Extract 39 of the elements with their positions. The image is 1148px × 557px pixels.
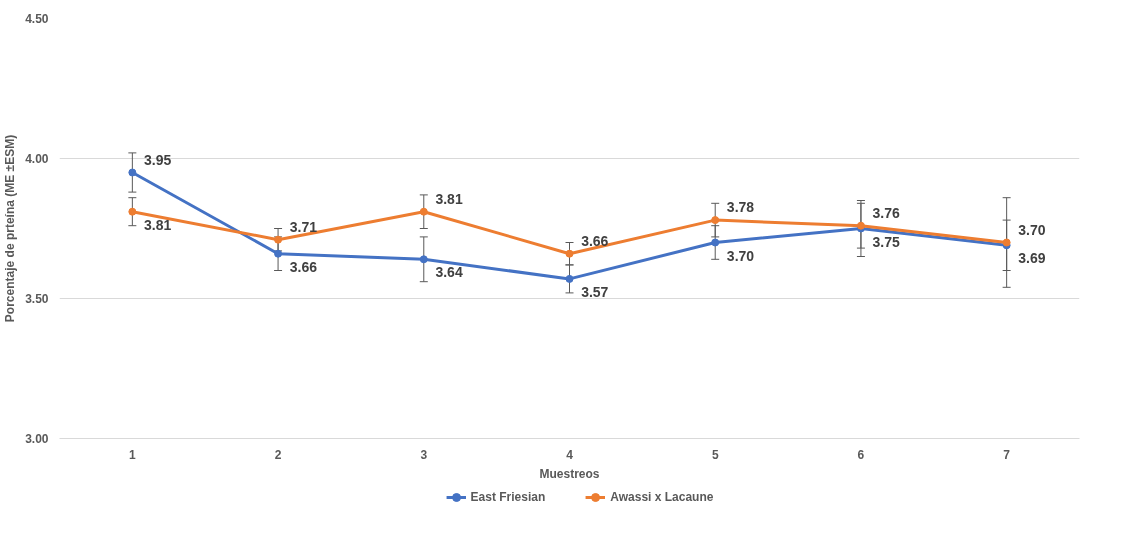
legend-label: East Friesian (470, 490, 546, 504)
point (128, 207, 137, 216)
data-label: 3.81 (435, 190, 463, 207)
data-label: 3.64 (435, 264, 463, 281)
x-tick-label: 5 (711, 447, 719, 462)
x-tick-label: 2 (274, 447, 282, 462)
data-label: 3.66 (289, 258, 318, 275)
data-label: 3.57 (581, 283, 609, 300)
y-tick-label: 4.50 (25, 12, 49, 26)
data-label: 3.95 (144, 151, 172, 168)
data-label: 3.75 (872, 233, 901, 250)
point (565, 249, 574, 258)
data-label: 3.66 (581, 232, 609, 249)
point (419, 255, 428, 264)
data-label: 3.69 (1018, 250, 1046, 267)
point (419, 207, 428, 216)
y-tick-label: 4.00 (25, 152, 49, 166)
y-tick-label: 3.00 (25, 432, 49, 446)
legend-label: Awassi x Lacaune (610, 490, 714, 504)
data-label: 3.70 (1018, 221, 1046, 238)
point (274, 249, 283, 258)
point (565, 274, 574, 283)
point (711, 216, 720, 225)
x-tick-label: 4 (566, 447, 574, 462)
x-tick-label: 1 (129, 447, 137, 462)
data-label: 3.78 (726, 199, 755, 216)
point (711, 238, 720, 247)
x-tick-label: 6 (857, 447, 865, 462)
x-axis-title: Muestreos (539, 466, 600, 481)
data-label: 3.81 (144, 216, 172, 233)
x-tick-label: 7 (1003, 447, 1011, 462)
point (274, 235, 283, 244)
data-label: 3.76 (872, 204, 901, 221)
y-tick-label: 3.50 (25, 292, 49, 306)
x-tick-label: 3 (420, 447, 428, 462)
data-label: 3.70 (726, 247, 755, 264)
data-label: 3.71 (289, 218, 318, 235)
point (128, 168, 137, 177)
y-axis-title: Porcentaje de prteína (ME ±ESM) (3, 134, 18, 323)
